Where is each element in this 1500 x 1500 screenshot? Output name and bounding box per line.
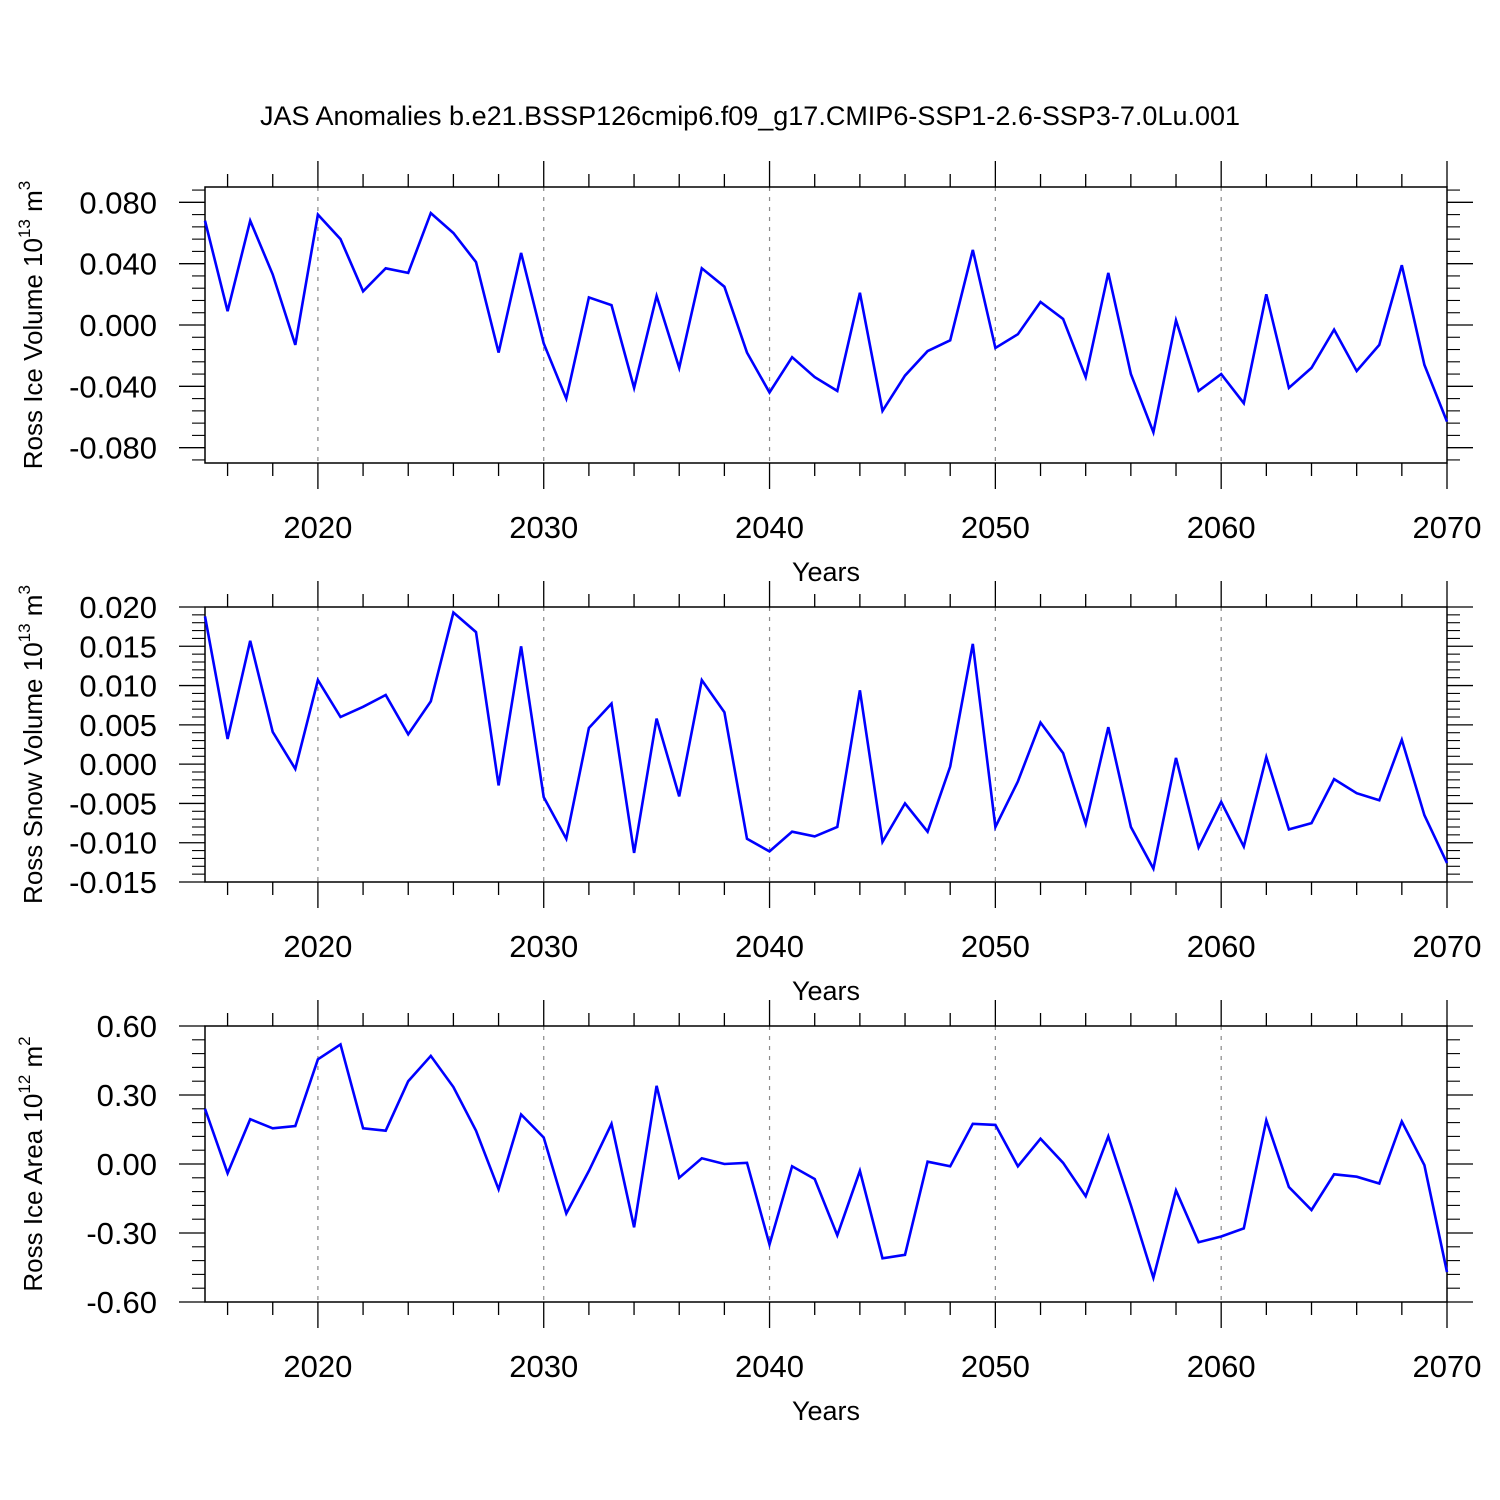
x-tick-label: 2070 xyxy=(1413,929,1482,964)
y-tick-label: 0.30 xyxy=(97,1078,157,1113)
x-tick-label: 2040 xyxy=(735,929,804,964)
x-tick-label: 2060 xyxy=(1187,929,1256,964)
series-line xyxy=(203,610,1449,873)
chart-panel-3: 2020 2030 2040 2050 2060 2070 Years -0.60 -0.30 0… xyxy=(15,1000,1481,1426)
x-tick-label: 2050 xyxy=(961,929,1030,964)
x-tick-label: 2060 xyxy=(1187,1349,1256,1384)
y-tick-label: -0.015 xyxy=(69,865,157,900)
x-tick-label: 2070 xyxy=(1413,1349,1482,1384)
y-tick-label: -0.010 xyxy=(69,826,157,861)
figure-title: JAS Anomalies b.e21.BSSP126cmip6.f09_g17… xyxy=(260,101,1240,131)
chart-panel-2: 2020 2030 2040 2050 2060 2070 Years -0.015 -0.01… xyxy=(15,581,1481,1006)
x-tick-label: 2030 xyxy=(509,929,578,964)
plot-frame xyxy=(204,606,1448,883)
x-axis-label: Years xyxy=(792,976,860,1006)
y-tick-label: 0.60 xyxy=(97,1009,157,1044)
y-tick-label: 0.020 xyxy=(79,590,157,625)
y-tick-label: 0.005 xyxy=(79,708,157,743)
y-tick-label: 0.040 xyxy=(79,247,157,282)
y-tick-label: 0.000 xyxy=(79,308,157,343)
y-axis-label: Ross Ice Volume 1013 m3 xyxy=(15,181,48,470)
series-line xyxy=(203,1042,1449,1283)
y-tick-label: -0.040 xyxy=(69,369,157,404)
x-axis-label: Years xyxy=(792,1396,860,1426)
x-tick-label: 2060 xyxy=(1187,510,1256,545)
y-tick-label: -0.60 xyxy=(86,1285,157,1320)
y-tick-label: -0.005 xyxy=(69,786,157,821)
y-tick-label: 0.080 xyxy=(79,185,157,220)
chart-panels: 2020 2030 2040 2050 2060 2070 Years -0.080 -0.04… xyxy=(15,161,1481,1426)
y-tick-label: -0.30 xyxy=(86,1216,157,1251)
y-tick-label: -0.080 xyxy=(69,431,157,466)
y-tick-label: 0.00 xyxy=(97,1147,157,1182)
x-tick-label: 2040 xyxy=(735,510,804,545)
x-tick-label: 2040 xyxy=(735,1349,804,1384)
y-axis-label: Ross Ice Area 1012 m2 xyxy=(15,1036,48,1291)
y-tick-label: 0.000 xyxy=(79,747,157,782)
series-line xyxy=(203,210,1449,437)
y-axis-label: Ross Snow Volume 1013 m3 xyxy=(15,585,48,904)
x-tick-label: 2050 xyxy=(961,510,1030,545)
chart-panel-1: 2020 2030 2040 2050 2060 2070 Years -0.080 -0.04… xyxy=(15,161,1481,587)
x-tick-label: 2020 xyxy=(283,1349,352,1384)
x-tick-label: 2050 xyxy=(961,1349,1030,1384)
plot-frame xyxy=(204,1025,1448,1303)
x-tick-label: 2020 xyxy=(283,929,352,964)
y-tick-label: 0.010 xyxy=(79,669,157,704)
x-tick-label: 2020 xyxy=(283,510,352,545)
x-tick-label: 2030 xyxy=(509,1349,578,1384)
x-axis-label: Years xyxy=(792,557,860,587)
x-tick-label: 2030 xyxy=(509,510,578,545)
x-tick-label: 2070 xyxy=(1413,510,1482,545)
y-tick-label: 0.015 xyxy=(79,629,157,664)
